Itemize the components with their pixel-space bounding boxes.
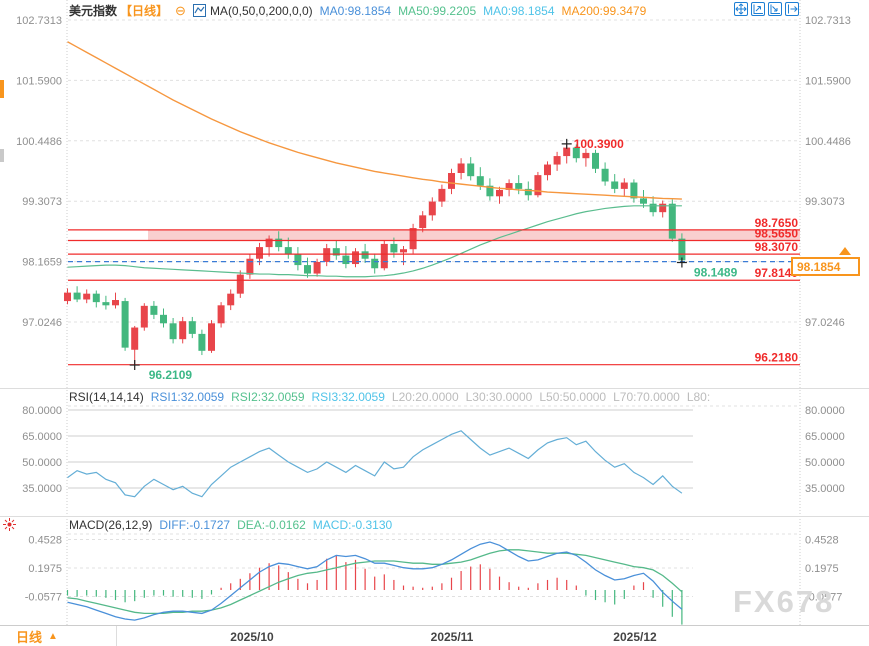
scale-axis-right-icon[interactable] [768,2,782,16]
svg-text:80.0000: 80.0000 [22,405,62,417]
axis-labels-main: 102.7313 102.7313 101.5900 101.5900 100.4486… [16,15,851,329]
ma50-line [67,205,682,278]
svg-text:2025/12: 2025/12 [613,630,657,644]
chart-toolbar [734,2,799,16]
svg-text:102.7313: 102.7313 [805,15,851,27]
svg-text:102.7313: 102.7313 [16,15,62,27]
macd-macd-value: MACD:-0.3130 [312,518,393,532]
macd-diff-line [67,541,683,621]
svg-text:35.0000: 35.0000 [22,483,62,495]
svg-text:97.8140: 97.8140 [755,266,799,280]
svg-text:99.3073: 99.3073 [805,196,845,208]
svg-text:80.0000: 80.0000 [805,405,845,417]
ma200-value: MA200:99.3479 [561,3,647,18]
svg-text:0.4528: 0.4528 [805,534,839,546]
rsi-l50: L50:50.0000 [539,390,607,404]
ma-formula: MA(0,50,0,200,0,0) [209,3,313,18]
rsi-title: RSI(14,14,14) [69,390,144,404]
svg-text:0.1975: 0.1975 [28,563,62,575]
macd-dea-value: DEA:-0.0162 [237,518,306,532]
support-resistance-lines [68,229,800,366]
alert-starburst-icon[interactable] [2,517,17,532]
candles-layer [64,143,686,366]
rsi-grid [68,405,800,489]
period-arrow-icon: ▲ [48,630,58,642]
annotations: 100.3900 98.1489 96.2109 [129,137,738,382]
symbol-title: 美元指数 [69,4,118,18]
resistance-band [148,229,800,241]
svg-text:97.0246: 97.0246 [22,317,62,329]
svg-text:100.4486: 100.4486 [16,136,62,148]
period-tag: 【日线】 [120,4,169,18]
rsi3-value: RSI3:32.0059 [311,390,385,404]
svg-text:98.5650: 98.5650 [755,226,799,240]
svg-text:100.3900: 100.3900 [574,137,624,151]
period-selector[interactable]: 日线 ▲ [0,626,117,646]
pan-right-icon[interactable] [785,2,799,16]
rsi-l70: L70:70.0000 [613,390,680,404]
collapse-icon[interactable]: ⊖ [175,2,186,18]
macd-histogram [66,555,683,625]
main-gridlines [68,19,800,323]
rsi-line [67,430,683,498]
macd-title: MACD(26,12,9) [69,518,153,532]
left-gray-strip [0,149,4,162]
svg-text:98.1489: 98.1489 [694,266,738,280]
rsi1-value: RSI1:32.0059 [150,390,225,404]
svg-text:65.0000: 65.0000 [805,431,845,443]
svg-text:96.2180: 96.2180 [755,351,799,365]
scale-axis-left-icon[interactable] [751,2,765,16]
svg-text:-0.0577: -0.0577 [25,591,62,603]
ma200-line [67,41,682,200]
svg-text:101.5900: 101.5900 [16,75,62,87]
macd-diff-value: DIFF:-0.1727 [159,518,231,532]
rsi-l20: L20:20.0000 [391,390,459,404]
current-price-box: 98.1854 [791,257,860,276]
svg-text:2025/11: 2025/11 [431,630,474,644]
svg-text:96.2109: 96.2109 [149,368,193,382]
rsi-l30: L30:30.0000 [465,390,533,404]
pane-borders [0,0,869,626]
left-orange-strip [0,80,4,98]
ma-indicator-icon[interactable] [192,4,206,17]
svg-text:97.0246: 97.0246 [805,317,845,329]
svg-text:2025/10: 2025/10 [230,630,274,644]
macd-dea-line [67,549,683,615]
svg-text:99.3073: 99.3073 [22,196,62,208]
svg-text:0.1975: 0.1975 [805,563,839,575]
pan-crosshair-icon[interactable] [734,2,748,16]
watermark: FX678 [733,584,835,619]
svg-text:-0.0577: -0.0577 [805,591,842,603]
period-label: 日线 [16,629,43,645]
svg-text:100.4486: 100.4486 [805,136,851,148]
x-axis-labels: 2025/10 2025/11 2025/12 [230,630,657,644]
bottom-bar: 日线 ▲ [0,626,869,646]
svg-text:0.4528: 0.4528 [28,534,62,546]
svg-text:35.0000: 35.0000 [805,483,845,495]
macd-axis-labels: 0.4528 0.4528 0.1975 0.1975 -0.0577 -0.0577 [25,534,843,603]
svg-text:50.0000: 50.0000 [805,457,845,469]
ma0b-value: MA0:98.1854 [483,3,555,18]
price-up-arrow-icon [839,247,851,255]
rsi-l80: L80: [686,390,711,404]
rsi2-value: RSI2:32.0059 [231,390,305,404]
svg-text:65.0000: 65.0000 [22,431,62,443]
rsi-axis-labels: 80.0000 80.0000 65.0000 65.0000 50.0000 50.00… [22,405,845,495]
ma0-value: MA0:98.1854 [319,3,392,18]
macd-grid [68,533,800,597]
ma50-value: MA50:99.2205 [398,3,477,18]
main-chart-header: 美元指数 【日线】 ⊖ MA(0,50,0,200,0,0) MA0:98.18… [69,2,646,19]
svg-text:98.7650: 98.7650 [755,216,799,230]
svg-text:98.3070: 98.3070 [755,240,799,254]
svg-text:101.5900: 101.5900 [805,75,851,87]
rsi-header: RSI(14,14,14) RSI1:32.0059 RSI2:32.0059 … [69,390,710,404]
macd-header: MACD(26,12,9) DIFF:-0.1727 DEA:-0.0162 M… [69,518,392,532]
svg-text:50.0000: 50.0000 [22,457,62,469]
svg-text:98.1659: 98.1659 [22,257,62,269]
